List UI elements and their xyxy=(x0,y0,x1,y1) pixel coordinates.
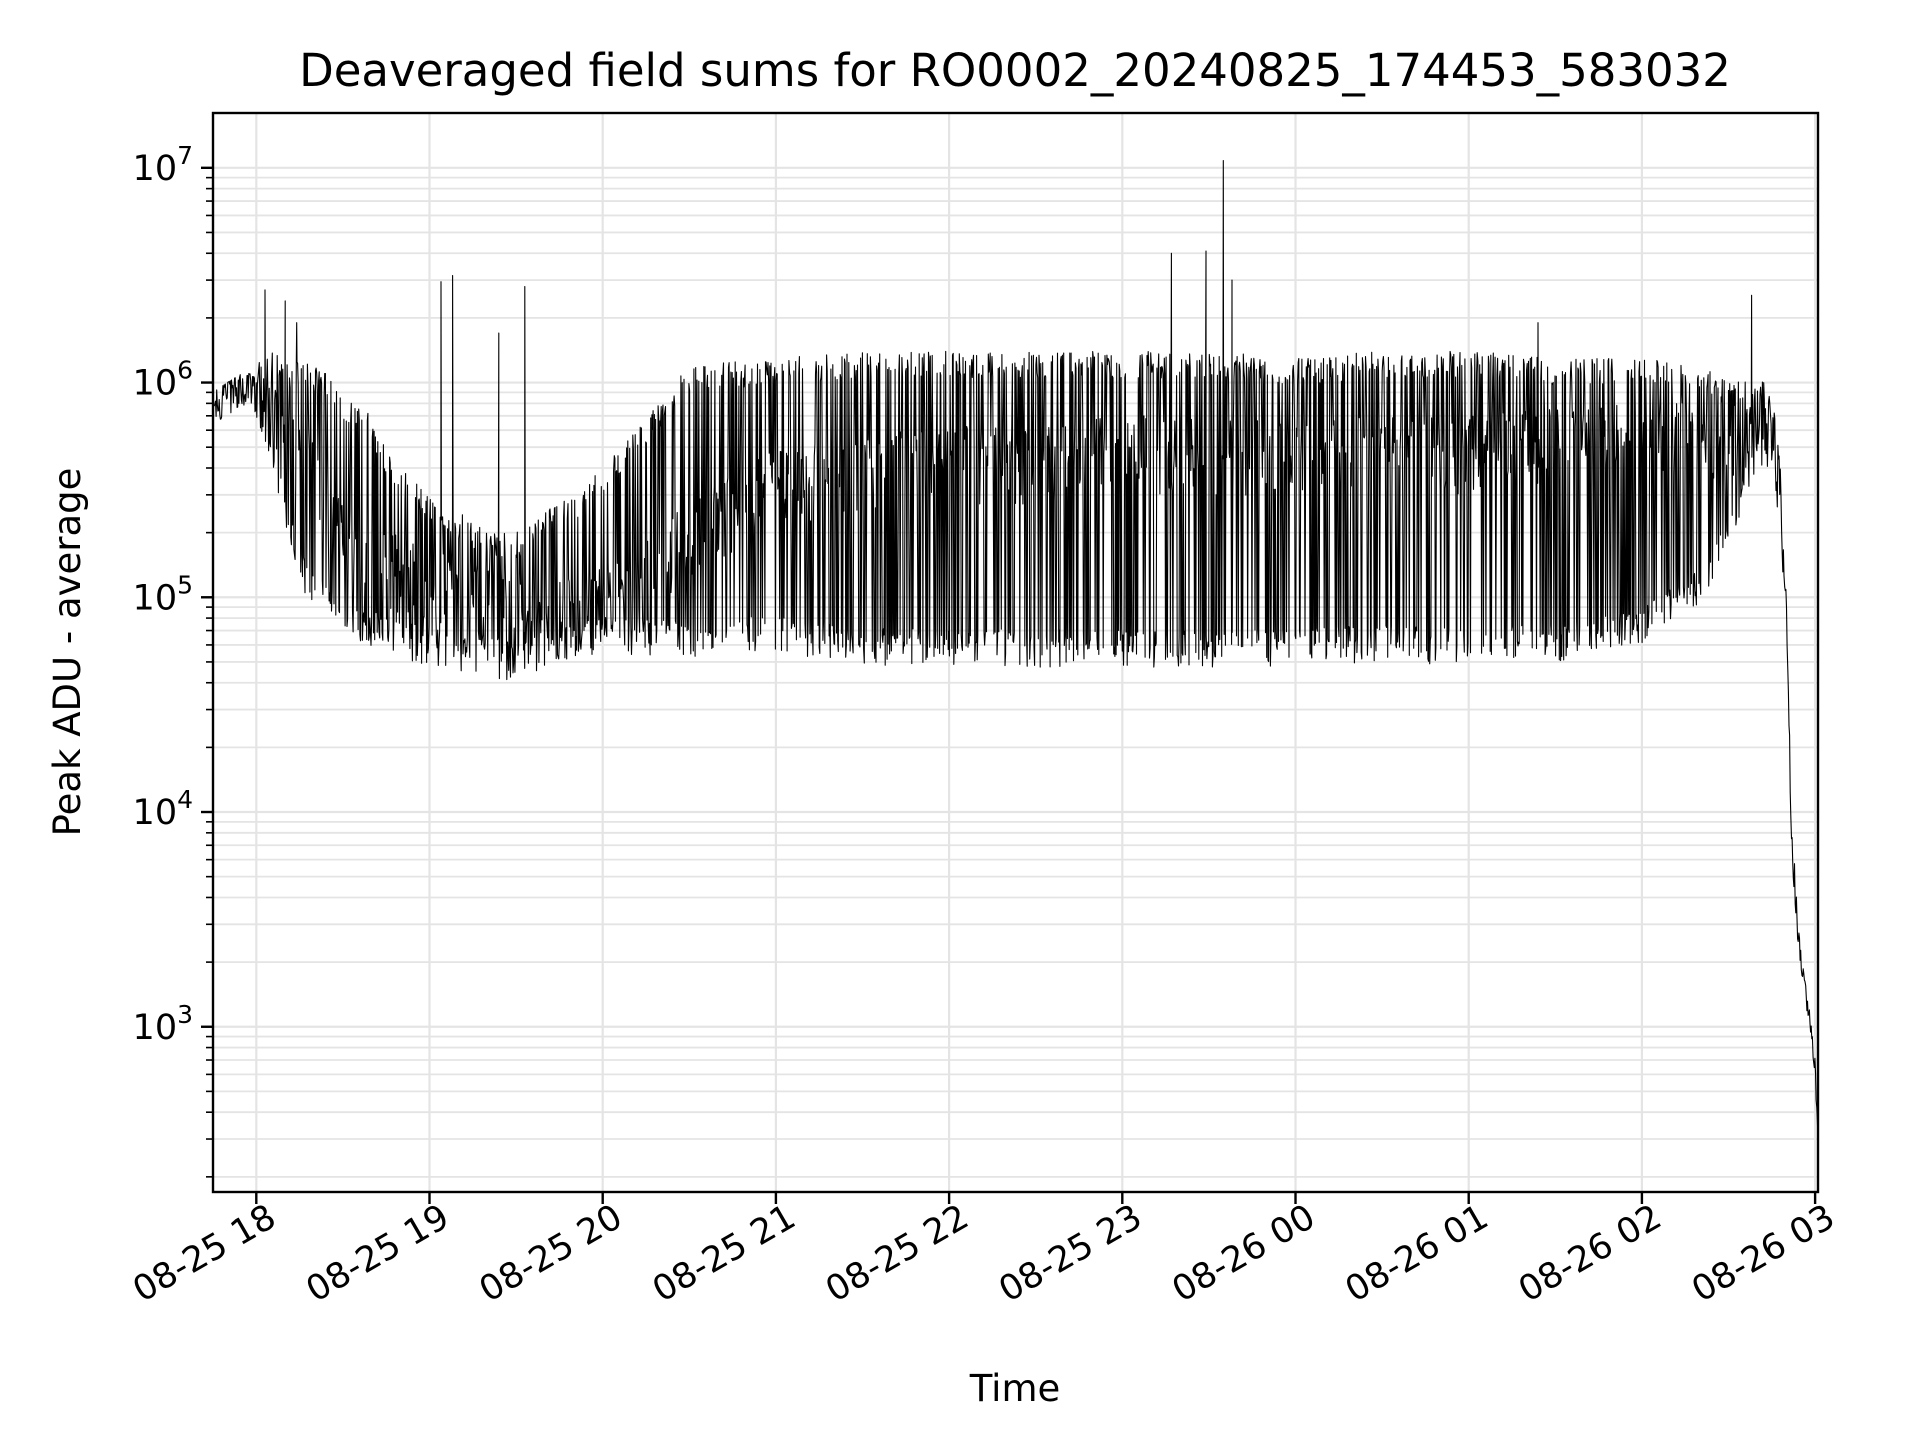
grid xyxy=(213,113,1818,1192)
y-tick-base: 10 xyxy=(133,793,178,833)
y-tick-base: 10 xyxy=(133,1008,178,1048)
y-tick-base: 10 xyxy=(133,364,178,404)
series-line xyxy=(212,160,1819,1140)
y-tick-exponent: 7 xyxy=(177,141,193,170)
x-axis-label: Time xyxy=(969,1367,1061,1410)
y-tick-label: 103 xyxy=(133,1000,193,1048)
y-tick-label: 105 xyxy=(133,570,193,618)
y-tick-exponent: 6 xyxy=(177,356,193,385)
y-tick-label: 106 xyxy=(133,356,193,404)
y-tick-exponent: 5 xyxy=(177,570,193,599)
y-tick-label: 104 xyxy=(133,785,193,833)
plot-frame xyxy=(211,111,1820,1194)
y-tick-base: 10 xyxy=(133,149,178,189)
y-axis-label: Peak ADU - average xyxy=(46,468,89,837)
y-tick-label: 107 xyxy=(133,141,193,189)
chart-title: Deaveraged field sums for RO0002_2024082… xyxy=(299,44,1731,97)
y-tick-exponent: 4 xyxy=(177,785,193,814)
y-tick-base: 10 xyxy=(133,578,178,618)
series-layer xyxy=(212,160,1819,1140)
y-tick-exponent: 3 xyxy=(177,1000,193,1029)
